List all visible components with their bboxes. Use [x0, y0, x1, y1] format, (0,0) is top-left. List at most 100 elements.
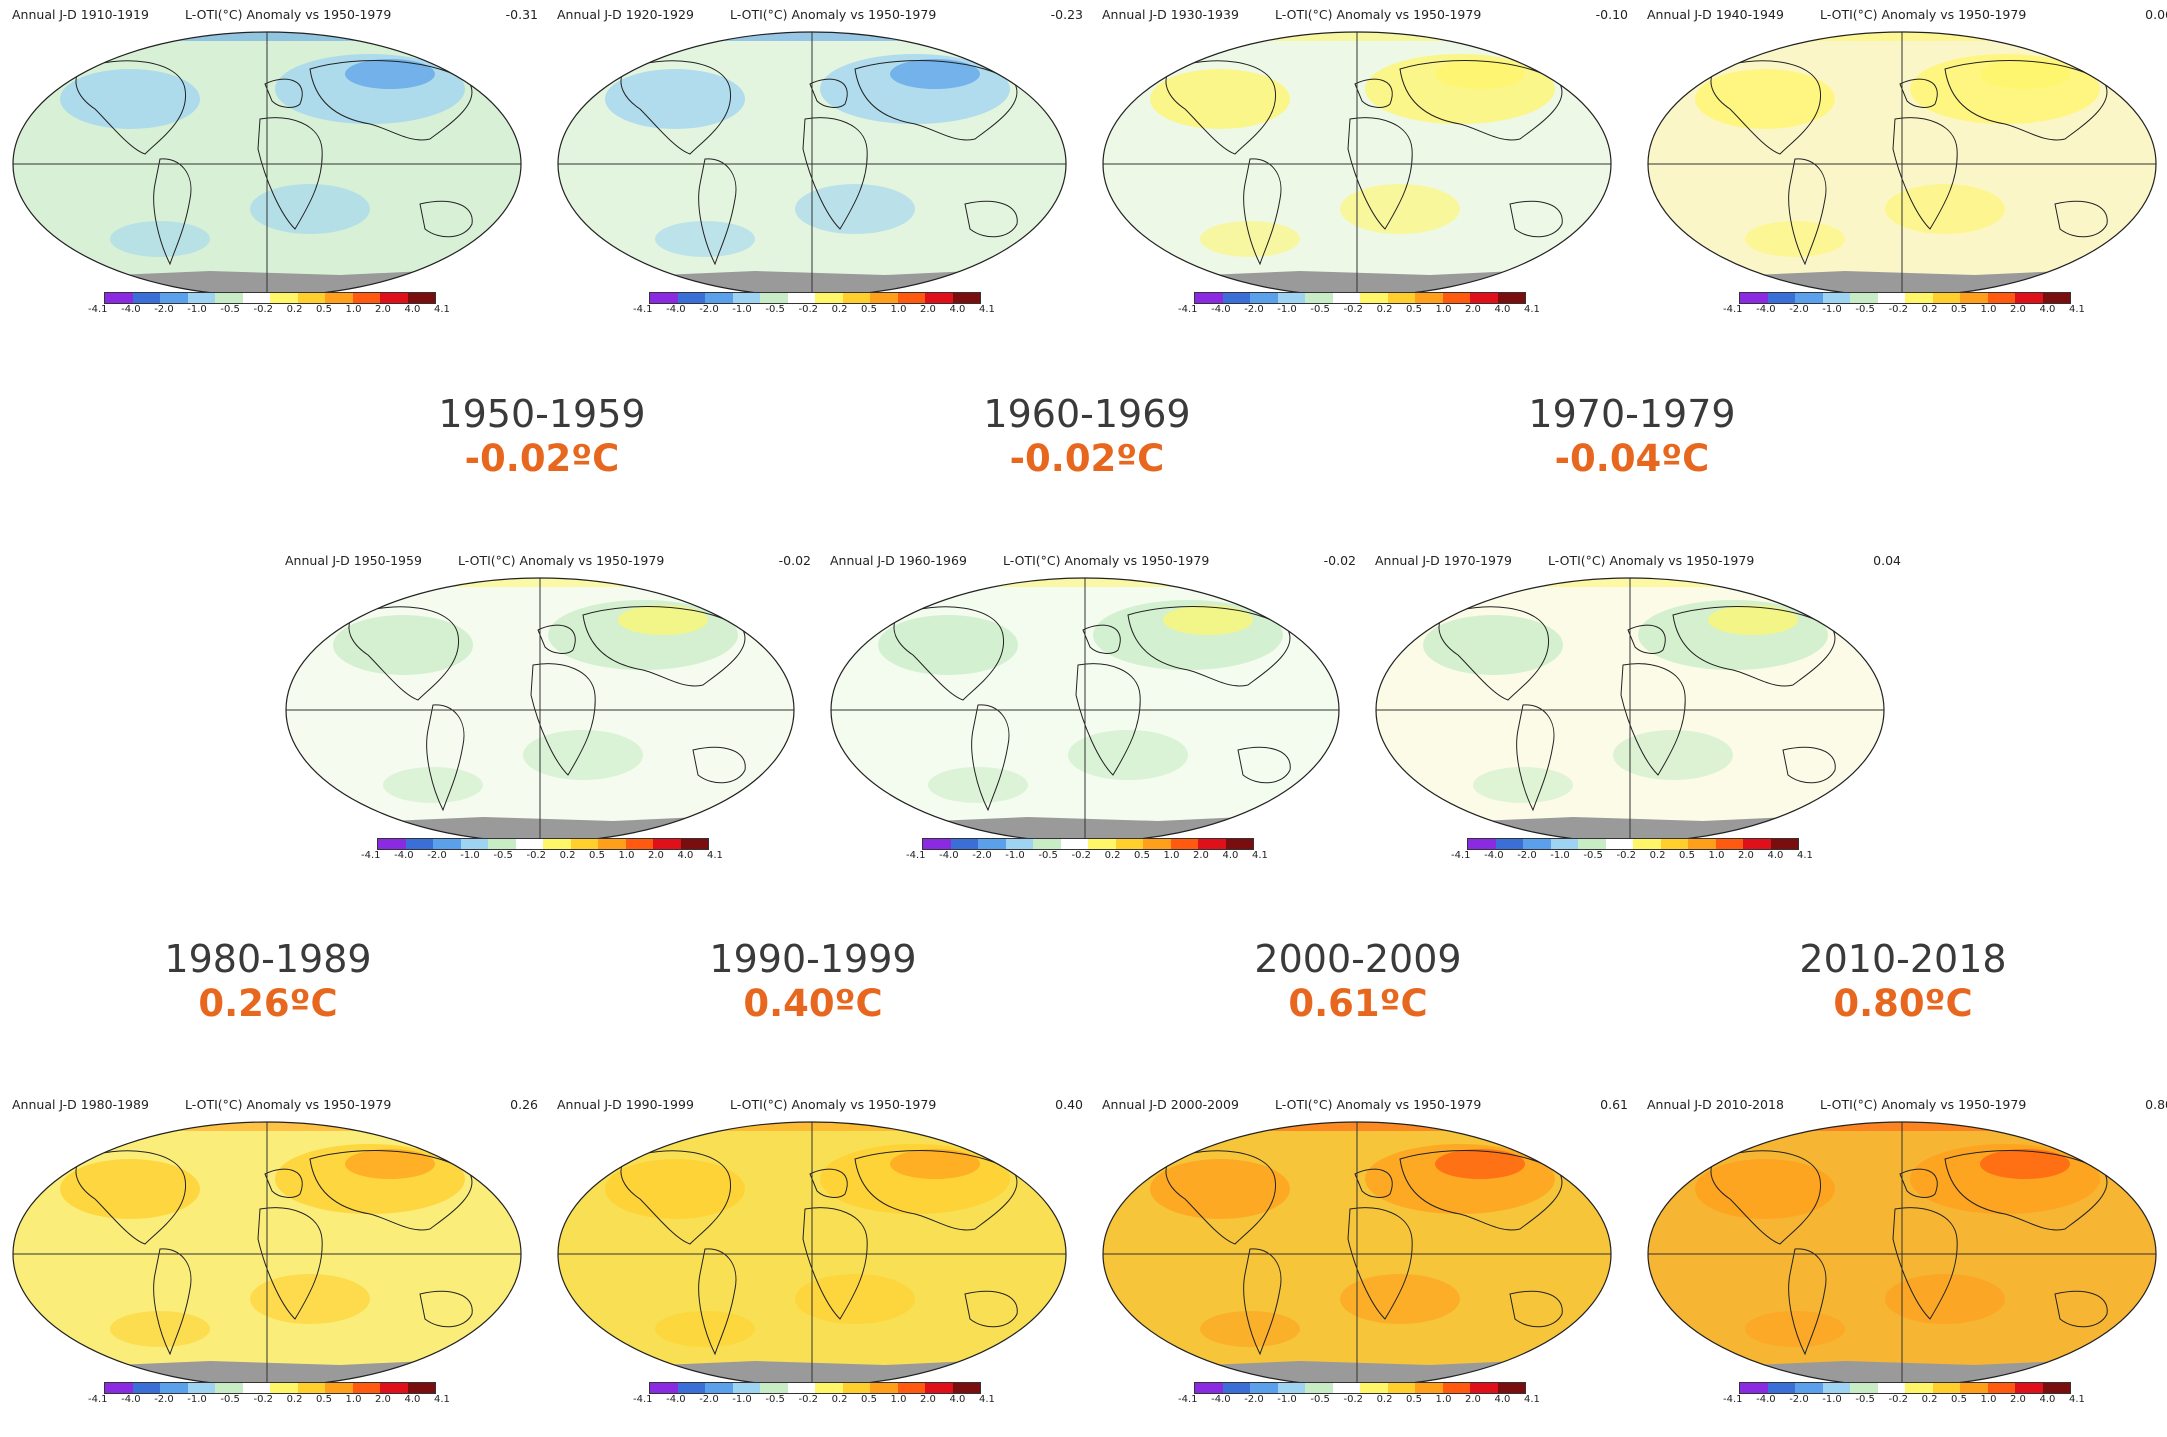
colorbar-tick-label: -0.5: [1855, 304, 1875, 315]
colorbar-swatch: [515, 839, 543, 849]
colorbar-swatch: [1877, 293, 1905, 303]
label-temp: -0.02ºC: [1009, 437, 1165, 480]
colorbar-swatch: [1495, 839, 1523, 849]
map-product-title: L-OTI(°C) Anomaly vs 1950-1979: [1548, 553, 1755, 568]
colorbar-tick-label: -2.0: [1244, 1394, 1264, 1405]
colorbar: [104, 1382, 436, 1394]
colorbar-tick-label: 4.1: [978, 1394, 995, 1405]
colorbar-swatch: [352, 1383, 380, 1393]
colorbar-tick-label: -0.2: [1343, 1394, 1363, 1405]
colorbar-swatch: [1715, 839, 1743, 849]
map-global-value: -0.31: [505, 7, 538, 22]
colorbar-swatch: [1960, 293, 1988, 303]
map-period-title: Annual J-D 1970-1979: [1375, 553, 1512, 568]
colorbar-swatch: [1987, 1383, 2015, 1393]
colorbar-tick-label: 0.5: [1406, 1394, 1422, 1405]
colorbar-ticks: -4.1 -4.0 -2.0 -1.0 -0.5 -0.2 0.2 0.5 1.0 2.0 4.0 4…: [1178, 1394, 1540, 1405]
map-header: Annual J-D 1980-1989 L-OTI(°C) Anomaly vs…: [10, 1097, 540, 1113]
map-period-title: Annual J-D 1950-1959: [285, 553, 422, 568]
colorbar-swatch: [870, 293, 898, 303]
robinson-world-map: [1375, 577, 1885, 843]
colorbar: [1739, 292, 2071, 304]
map-period-title: Annual J-D 1960-1969: [830, 553, 967, 568]
colorbar-tick-label: 0.2: [286, 304, 303, 315]
colorbar-swatch: [677, 293, 705, 303]
colorbar-swatch: [242, 293, 270, 303]
colorbar-tick-label: 0.5: [1951, 1394, 1967, 1405]
colorbar-swatch: [1415, 1383, 1443, 1393]
robinson-world-map: [285, 577, 795, 843]
colorbar-swatch: [650, 293, 678, 303]
label-period: 1980-1989: [164, 937, 372, 981]
colorbar-swatch: [1660, 839, 1688, 849]
colorbar-tick-label: -1.0: [1822, 304, 1842, 315]
colorbar-tick-label: -4.0: [1211, 304, 1231, 315]
map-panel-1930-1939: Annual J-D 1930-1939 L-OTI(°C) Anomaly vs…: [1100, 7, 1630, 347]
label-1970-1979: 1970-1979 -0.04ºC: [1482, 392, 1782, 482]
colorbar-swatch: [760, 1383, 788, 1393]
robinson-world-map: [12, 1121, 522, 1387]
colorbar-tick-label: 2.0: [648, 850, 664, 861]
colorbar-swatch: [787, 1383, 815, 1393]
colorbar-tick-label: 4.0: [404, 304, 421, 315]
label-1950-1959: 1950-1959 -0.02ºC: [392, 392, 692, 482]
colorbar-swatch: [815, 293, 843, 303]
colorbar-tick-label: -4.0: [121, 1394, 141, 1405]
colorbar-swatch: [1305, 293, 1333, 303]
map-product-title: L-OTI(°C) Anomaly vs 1950-1979: [730, 7, 937, 22]
colorbar-swatch: [1822, 293, 1850, 303]
colorbar-tick-label: 0.2: [559, 850, 576, 861]
colorbar-swatch: [1468, 839, 1496, 849]
colorbar-tick-label: 4.1: [978, 304, 995, 315]
colorbar: [649, 1382, 981, 1394]
colorbar-swatch: [380, 1383, 408, 1393]
colorbar-ticks: -4.1 -4.0 -2.0 -1.0 -0.5 -0.2 0.2 0.5 1.0 2.0 4.0 4…: [1723, 304, 2085, 315]
map-period-title: Annual J-D 1940-1949: [1647, 7, 1784, 22]
label-period: 1950-1959: [438, 392, 646, 436]
colorbar-swatch: [325, 1383, 353, 1393]
colorbar-swatch: [1633, 839, 1661, 849]
label-period: 1960-1969: [983, 392, 1191, 436]
colorbar-tick-label: -1.0: [1550, 850, 1570, 861]
colorbar-tick-label: -4.0: [1211, 1394, 1231, 1405]
colorbar-swatch: [1470, 293, 1498, 303]
colorbar-tick-label: -2.0: [427, 850, 447, 861]
map-product-title: L-OTI(°C) Anomaly vs 1950-1979: [1820, 7, 2027, 22]
colorbar-tick-label: 4.1: [1523, 1394, 1540, 1405]
colorbar-tick-label: 4.0: [1494, 1394, 1511, 1405]
colorbar-swatch: [1877, 1383, 1905, 1393]
colorbar-tick-label: -2.0: [154, 304, 174, 315]
robinson-world-map: [1647, 31, 2157, 297]
colorbar-tick-label: 2.0: [920, 1394, 936, 1405]
colorbar-tick-label: 0.5: [861, 1394, 877, 1405]
colorbar-tick-label: -0.5: [765, 304, 785, 315]
map-global-value: -0.02: [778, 553, 811, 568]
colorbar-tick-label: 1.0: [1980, 1394, 1997, 1405]
map-product-title: L-OTI(°C) Anomaly vs 1950-1979: [185, 1097, 392, 1112]
colorbar-tick-label: -0.5: [1855, 1394, 1875, 1405]
map-period-title: Annual J-D 1980-1989: [12, 1097, 149, 1112]
colorbar-swatch: [543, 839, 571, 849]
map-panel-1970-1979: Annual J-D 1970-1979 L-OTI(°C) Anomaly vs…: [1373, 553, 1903, 893]
colorbar-tick-label: -0.2: [526, 850, 546, 861]
colorbar-swatch: [978, 839, 1006, 849]
colorbar: [649, 292, 981, 304]
colorbar-tick-label: 0.5: [1679, 850, 1695, 861]
colorbar-ticks: -4.1 -4.0 -2.0 -1.0 -0.5 -0.2 0.2 0.5 1.0 2.0 4.0 4…: [1178, 304, 1540, 315]
colorbar-swatch: [1195, 1383, 1223, 1393]
map-header: Annual J-D 1930-1939 L-OTI(°C) Anomaly vs…: [1100, 7, 1630, 23]
colorbar-tick-label: -1.0: [1822, 1394, 1842, 1405]
colorbar-swatch: [1360, 293, 1388, 303]
colorbar-swatch: [625, 839, 653, 849]
colorbar-tick-label: 4.0: [2039, 1394, 2056, 1405]
colorbar-swatch: [160, 293, 188, 303]
colorbar-tick-label: 2.0: [1193, 850, 1209, 861]
colorbar-tick-label: -2.0: [699, 1394, 719, 1405]
colorbar-tick-label: 4.0: [1222, 850, 1239, 861]
colorbar-tick-label: 4.0: [1494, 304, 1511, 315]
colorbar-tick-label: 0.2: [1649, 850, 1666, 861]
colorbar-tick-label: 2.0: [2010, 1394, 2026, 1405]
colorbar-swatch: [1115, 839, 1143, 849]
colorbar-tick-label: -2.0: [1789, 304, 1809, 315]
colorbar-swatch: [1305, 1383, 1333, 1393]
